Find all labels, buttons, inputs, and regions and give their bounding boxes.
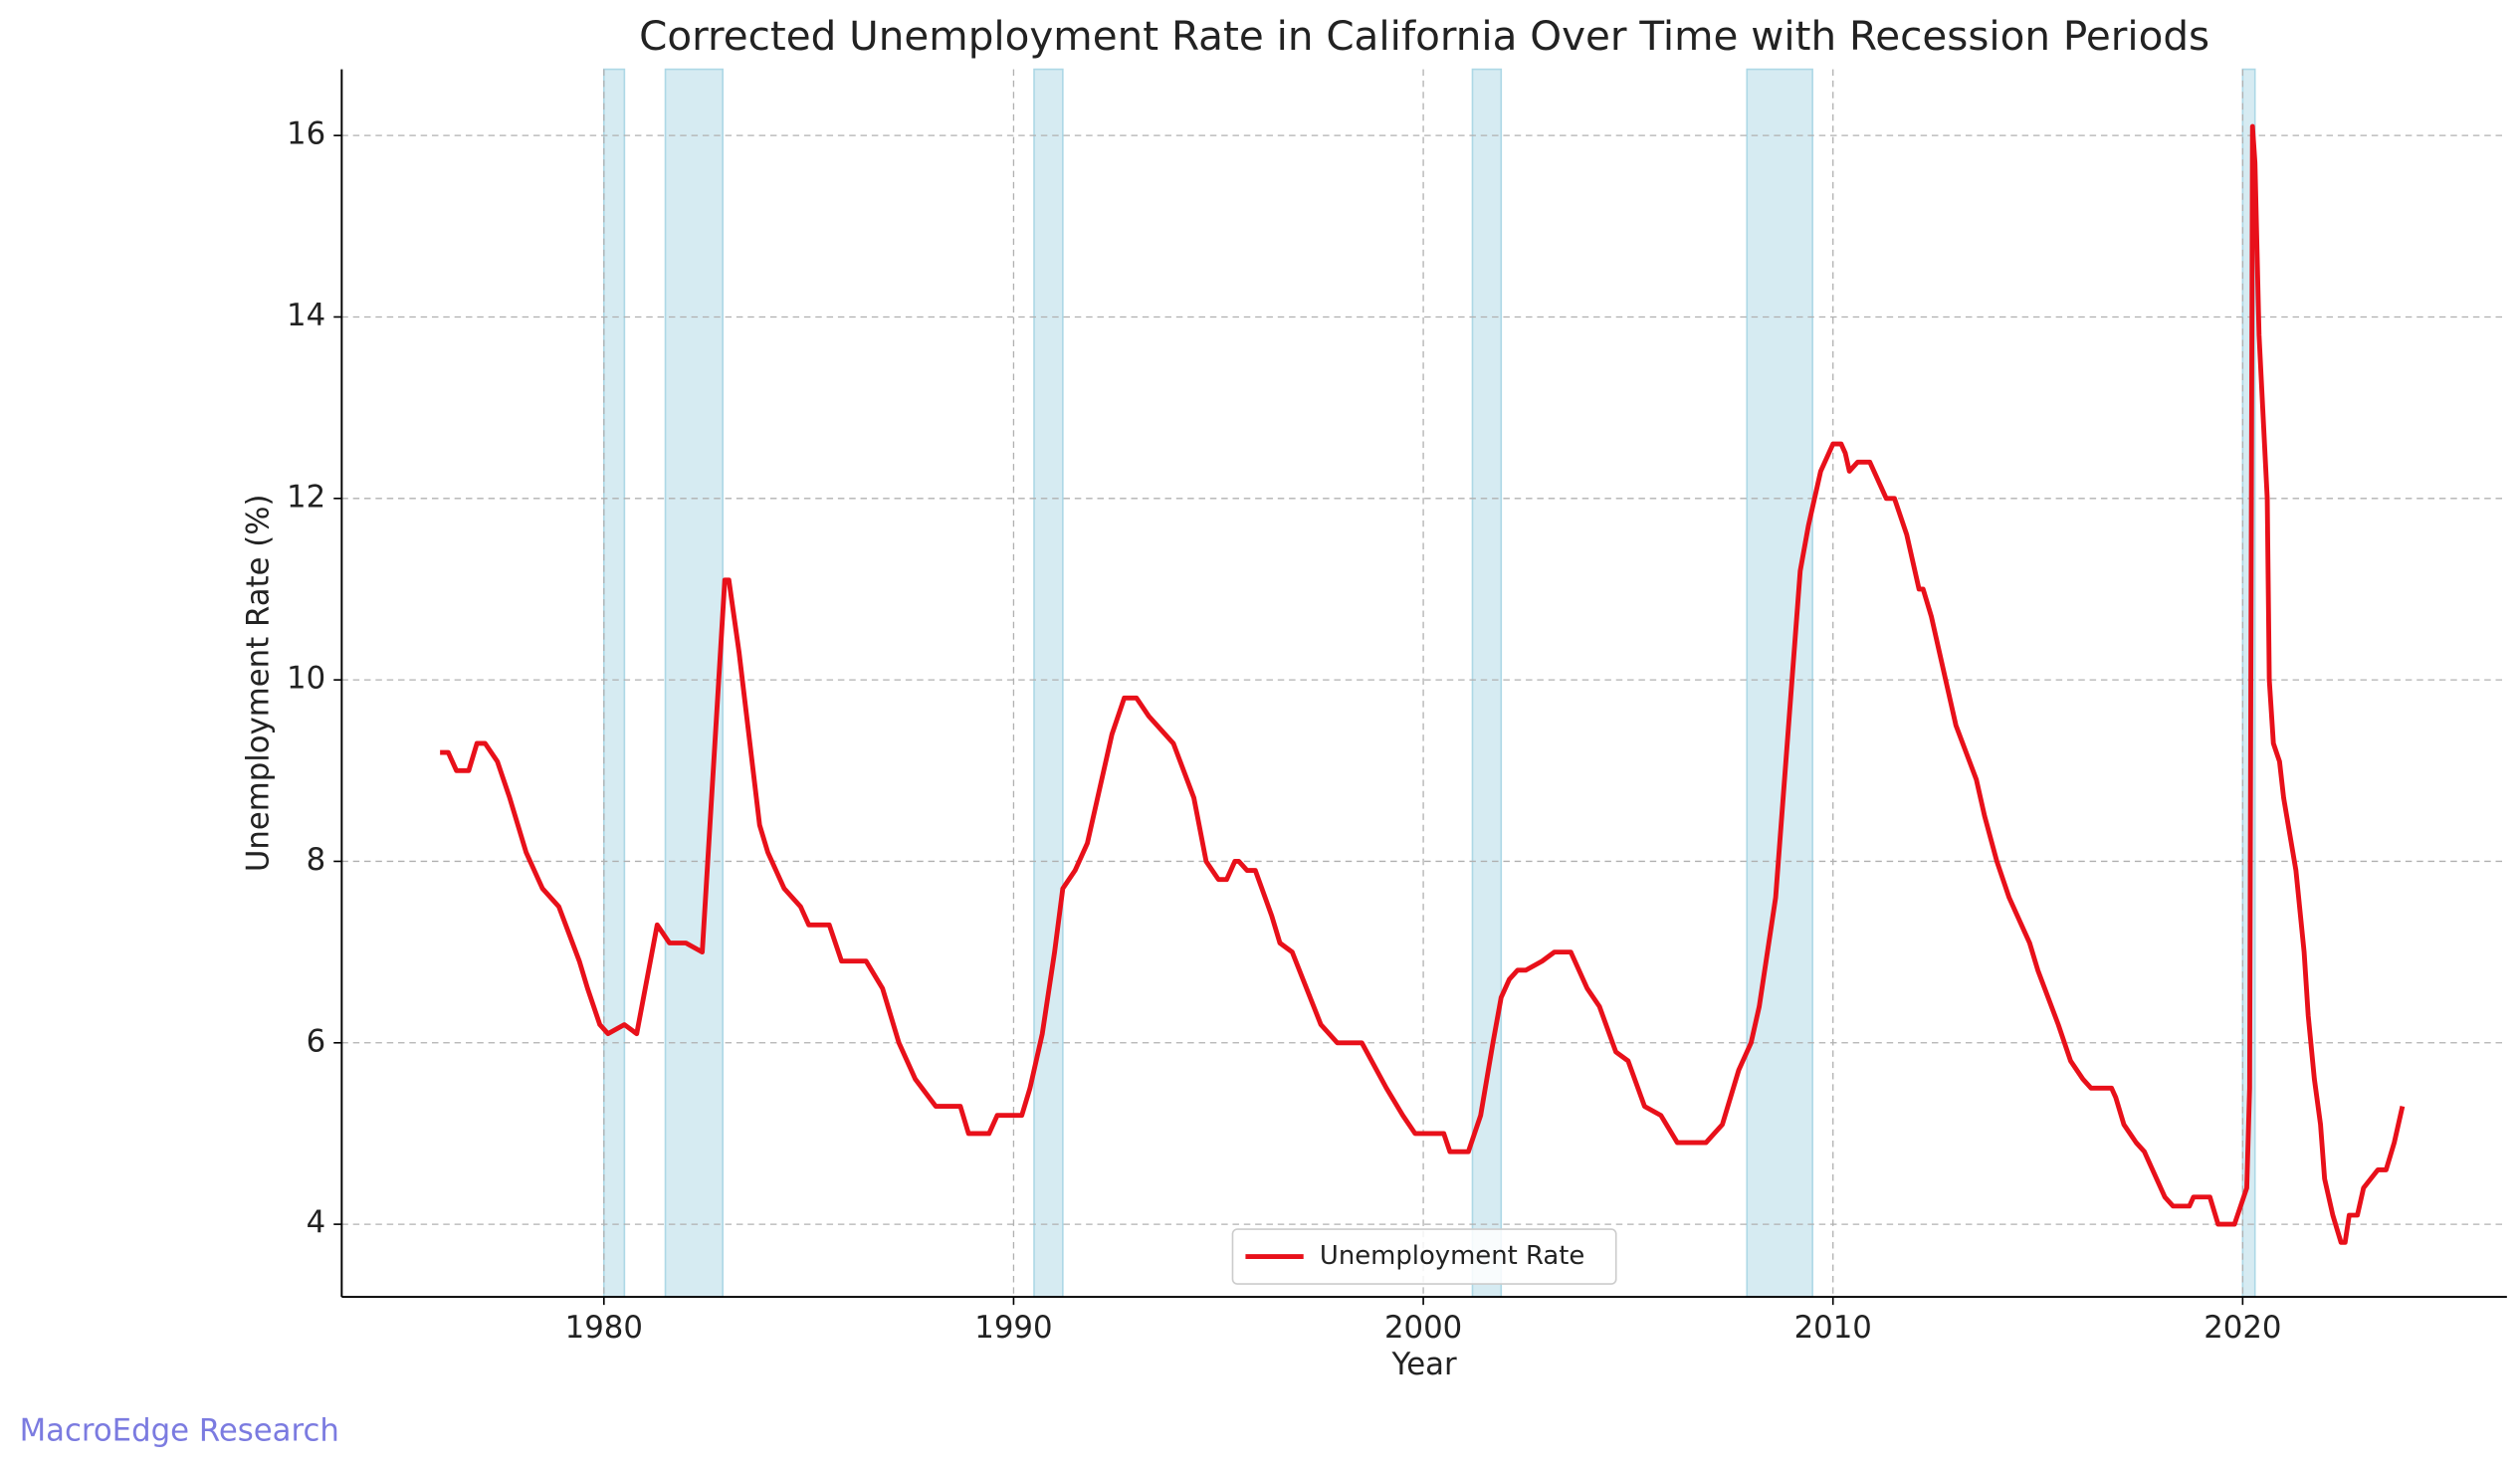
y-axis-label: Unemployment Rate (%) [240, 495, 276, 873]
x-tick-label: 1990 [974, 1310, 1052, 1346]
x-tick-label: 2010 [1794, 1310, 1872, 1346]
y-tick-label: 14 [287, 298, 325, 333]
x-axis-label: Year [1391, 1347, 1457, 1382]
y-tick-label: 16 [287, 116, 325, 152]
y-tick-label: 4 [307, 1205, 326, 1241]
legend-label: Unemployment Rate [1320, 1241, 1584, 1271]
y-tick-label: 10 [287, 661, 325, 697]
recession-band [602, 68, 626, 1298]
y-tick-label: 12 [287, 479, 325, 515]
legend-box [1231, 1228, 1617, 1285]
y-tick-label: 6 [307, 1023, 326, 1059]
chart-title: Corrected Unemployment Rate in Californi… [639, 12, 2209, 60]
data-line [440, 123, 2406, 1245]
watermark: MacroEdge Research [20, 1413, 339, 1449]
x-tick-label: 1980 [565, 1310, 643, 1346]
recession-band [1033, 68, 1064, 1298]
recession-band [1471, 68, 1503, 1298]
y-tick-label: 8 [307, 842, 326, 878]
recession-band [664, 68, 724, 1298]
x-tick-label: 2000 [1384, 1310, 1462, 1346]
x-tick-label: 2020 [2204, 1310, 2281, 1346]
recession-band [1746, 68, 1813, 1298]
